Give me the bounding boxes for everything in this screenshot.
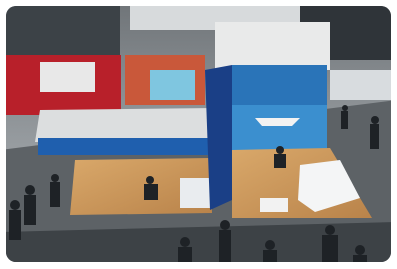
- sea-image: [232, 105, 327, 150]
- white-panel: [215, 22, 330, 70]
- right-booth: [330, 70, 397, 100]
- booth-graphic: [150, 70, 195, 100]
- scene: [0, 0, 397, 269]
- photo: [0, 0, 397, 269]
- page: [0, 0, 397, 269]
- blue-banner: [38, 138, 210, 155]
- white-cubes: [260, 198, 288, 212]
- booth-sign: [40, 62, 95, 92]
- booth-roof: [35, 108, 215, 142]
- counter: [180, 178, 210, 208]
